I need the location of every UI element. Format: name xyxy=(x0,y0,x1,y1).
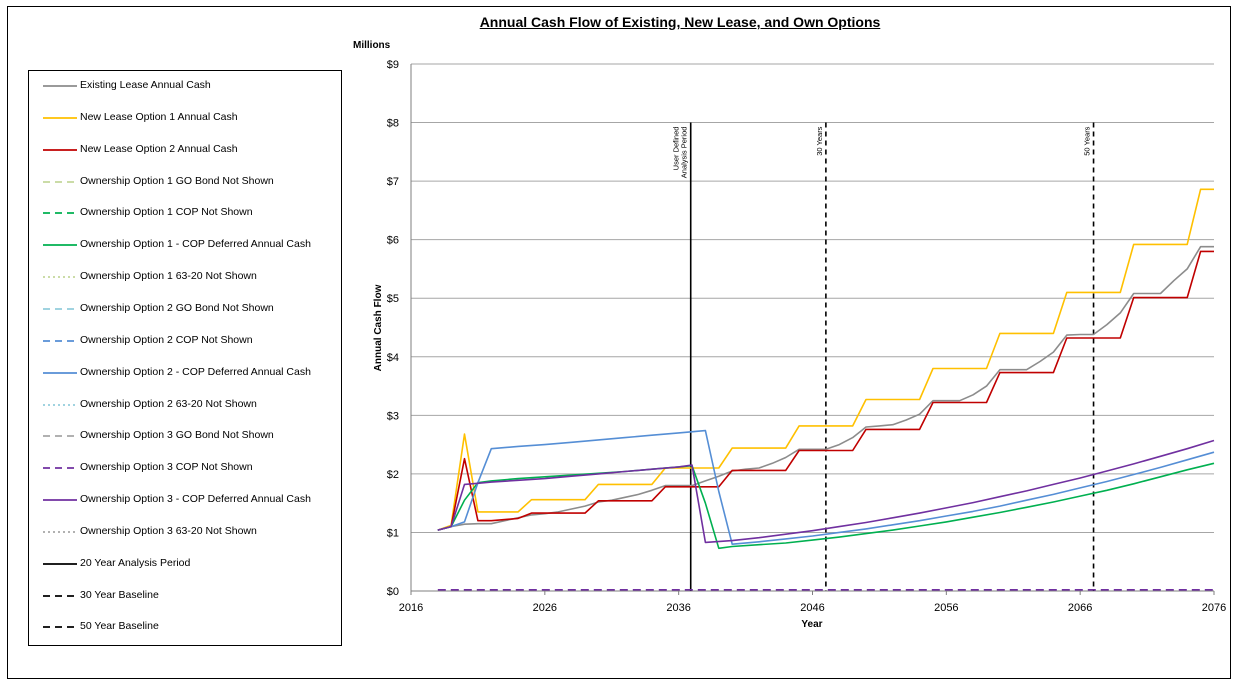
series-line-9 xyxy=(437,429,1215,545)
legend-swatch xyxy=(43,371,77,374)
legend-label: Ownership Option 1 - COP Deferred Annual… xyxy=(80,238,311,251)
legend-swatch xyxy=(43,180,77,183)
legend-swatch xyxy=(43,148,77,151)
legend-label: Ownership Option 2 COP Not Shown xyxy=(80,333,253,346)
legend-swatch xyxy=(43,499,77,501)
x-tick-label: 2076 xyxy=(1202,602,1226,614)
y-tick-label: $5 xyxy=(387,293,399,305)
chart-title: Annual Cash Flow of Existing, New Lease,… xyxy=(479,14,881,30)
legend-label: New Lease Option 1 Annual Cash xyxy=(80,110,238,123)
legend-label: Ownership Option 1 GO Bond Not Shown xyxy=(80,174,274,187)
y-tick-label: $6 xyxy=(387,235,399,247)
legend-item: New Lease Option 2 Annual Cash xyxy=(29,140,341,160)
legend-label: 50 Year Baseline xyxy=(80,620,159,633)
legend-item: Ownership Option 1 63-20 Not Shown xyxy=(29,267,341,287)
legend-label: Ownership Option 3 - COP Deferred Annual… xyxy=(80,493,311,506)
legend-item: Existing Lease Annual Cash xyxy=(29,76,341,96)
legend-swatch xyxy=(43,403,77,406)
legend-label: Ownership Option 3 COP Not Shown xyxy=(80,461,253,474)
legend-item: Ownership Option 3 - COP Deferred Annual… xyxy=(29,490,341,510)
legend-swatch xyxy=(43,116,77,119)
x-tick-label: 2066 xyxy=(1068,602,1092,614)
series-line-0 xyxy=(437,245,1214,531)
y-tick-label: $0 xyxy=(387,586,399,598)
x-tick-label: 2016 xyxy=(399,602,423,614)
x-tick-label: 2056 xyxy=(934,602,958,614)
vertical-marker-label: 50 Years xyxy=(1083,126,1092,155)
legend-label: New Lease Option 2 Annual Cash xyxy=(80,142,238,155)
legend-label: Ownership Option 3 GO Bond Not Shown xyxy=(80,429,274,442)
legend-item: New Lease Option 1 Annual Cash xyxy=(29,108,341,128)
legend-swatch xyxy=(43,308,77,310)
y-tick-label: $8 xyxy=(387,118,399,130)
series-line-5 xyxy=(437,462,1215,550)
legend-swatch xyxy=(43,276,77,278)
legend-label: Ownership Option 2 63-20 Not Shown xyxy=(80,397,257,410)
legend-label: Ownership Option 2 - COP Deferred Annual… xyxy=(80,365,311,378)
legend-item: 30 Year Baseline xyxy=(29,586,341,606)
units-label: Millions xyxy=(353,40,391,51)
legend-swatch xyxy=(43,244,77,247)
legend-label: 20 Year Analysis Period xyxy=(80,556,191,569)
series-line-2 xyxy=(437,250,1214,531)
legend-label: Existing Lease Annual Cash xyxy=(80,79,211,91)
axes: $0 $1 $2 $3 $4 $5 $6 $7 $8 $9 2016 2026 2036 2046 2056… xyxy=(387,59,1226,614)
y-tick-label: $3 xyxy=(387,410,399,422)
y-tick-label: $9 xyxy=(387,59,399,71)
y-tick-label: $1 xyxy=(387,527,399,539)
legend-item: 20 Year Analysis Period xyxy=(29,554,341,574)
series-lines xyxy=(437,188,1215,591)
vertical-marker-label: User Defined xyxy=(672,127,681,171)
y-axis-label: Annual Cash Flow xyxy=(373,284,384,371)
x-tick-label: 2026 xyxy=(533,602,557,614)
legend-label: Ownership Option 2 GO Bond Not Shown xyxy=(80,301,274,314)
y-tick-label: $2 xyxy=(387,469,399,481)
legend-item: Ownership Option 2 COP Not Shown xyxy=(29,331,341,351)
legend-item: Ownership Option 2 - COP Deferred Annual… xyxy=(29,363,341,383)
legend-swatch xyxy=(43,212,77,215)
legend-label: 30 Year Baseline xyxy=(80,588,159,601)
chart-legend: Existing Lease Annual Cash New Lease Opti… xyxy=(28,70,342,646)
vertical-markers: User Defined Analysis Period 30 Years 50 Ye… xyxy=(672,122,1095,591)
x-axis-label: Year xyxy=(801,619,822,630)
legend-swatch xyxy=(43,85,77,87)
legend-swatch xyxy=(43,626,77,629)
legend-item: Ownership Option 2 63-20 Not Shown xyxy=(29,395,341,415)
legend-item: Ownership Option 3 COP Not Shown xyxy=(29,458,341,478)
series-line-13 xyxy=(437,439,1215,544)
legend-item: Ownership Option 3 63-20 Not Shown xyxy=(29,522,341,542)
legend-swatch xyxy=(43,339,77,342)
vertical-marker-label: 30 Years xyxy=(815,126,824,155)
series-line-1 xyxy=(437,188,1214,531)
legend-label: Ownership Option 3 63-20 Not Shown xyxy=(80,524,257,537)
y-tick-label: $7 xyxy=(387,176,399,188)
legend-item: Ownership Option 1 GO Bond Not Shown xyxy=(29,172,341,192)
legend-item: Ownership Option 1 - COP Deferred Annual… xyxy=(29,235,341,255)
legend-item: Ownership Option 2 GO Bond Not Shown xyxy=(29,299,341,319)
legend-swatch xyxy=(43,530,77,533)
legend-item: Ownership Option 3 GO Bond Not Shown xyxy=(29,426,341,446)
legend-item: Ownership Option 1 COP Not Shown xyxy=(29,203,341,223)
legend-swatch xyxy=(43,467,77,470)
legend-label: Ownership Option 1 63-20 Not Shown xyxy=(80,270,257,283)
y-tick-label: $4 xyxy=(387,352,399,364)
legend-item: 50 Year Baseline xyxy=(29,617,341,637)
x-tick-label: 2036 xyxy=(666,602,690,614)
legend-label: Ownership Option 1 COP Not Shown xyxy=(80,206,253,219)
legend-swatch xyxy=(43,594,77,597)
vertical-marker-label: Analysis Period xyxy=(680,127,689,179)
legend-swatch xyxy=(43,562,77,565)
x-tick-label: 2046 xyxy=(800,602,824,614)
legend-swatch xyxy=(43,435,77,438)
